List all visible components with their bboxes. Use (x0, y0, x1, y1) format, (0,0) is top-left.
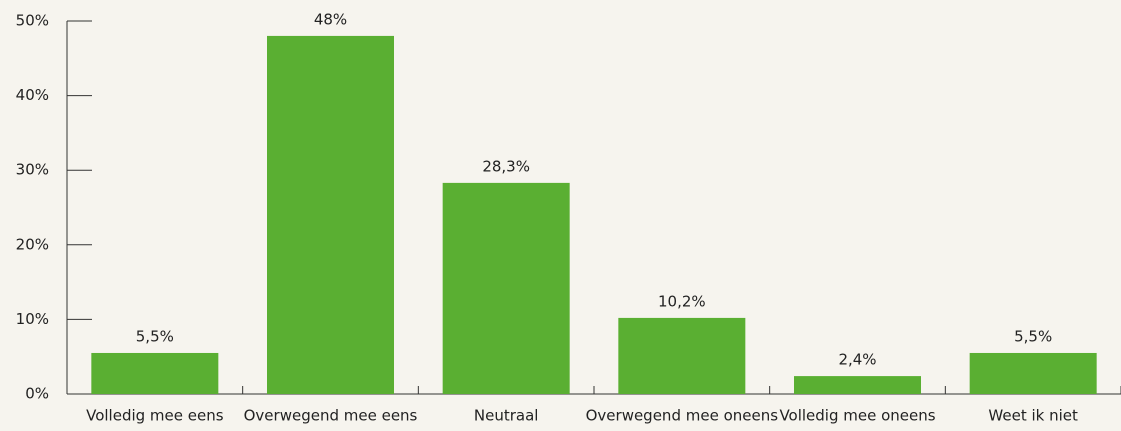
y-tick-label: 30% (16, 161, 49, 179)
value-label: 28,3% (482, 157, 530, 175)
y-tick-label: 0% (25, 385, 49, 403)
x-tick-label: Volledig mee oneens (779, 407, 935, 425)
y-tick-label: 20% (16, 235, 49, 253)
bar (442, 182, 570, 394)
bar (969, 352, 1097, 394)
x-tick-label: Neutraal (474, 407, 539, 425)
value-label: 5,5% (136, 327, 174, 345)
bar (267, 35, 394, 395)
value-label: 2,4% (838, 351, 876, 369)
x-tick-label: Volledig mee eens (86, 407, 224, 425)
y-tick-label: 40% (16, 86, 49, 104)
x-tick-label: Overwegend mee oneens (586, 407, 779, 425)
value-label: 10,2% (658, 292, 706, 310)
bar (91, 352, 219, 394)
x-tick-label: Overwegend mee eens (244, 407, 418, 425)
y-tick-label: 50% (16, 12, 49, 30)
value-label: 5,5% (1014, 327, 1052, 345)
bar (618, 317, 746, 394)
x-tick-label: Weet ik niet (988, 407, 1078, 425)
value-label: 48% (314, 10, 347, 28)
bar (794, 376, 921, 394)
y-tick-label: 10% (16, 310, 49, 328)
